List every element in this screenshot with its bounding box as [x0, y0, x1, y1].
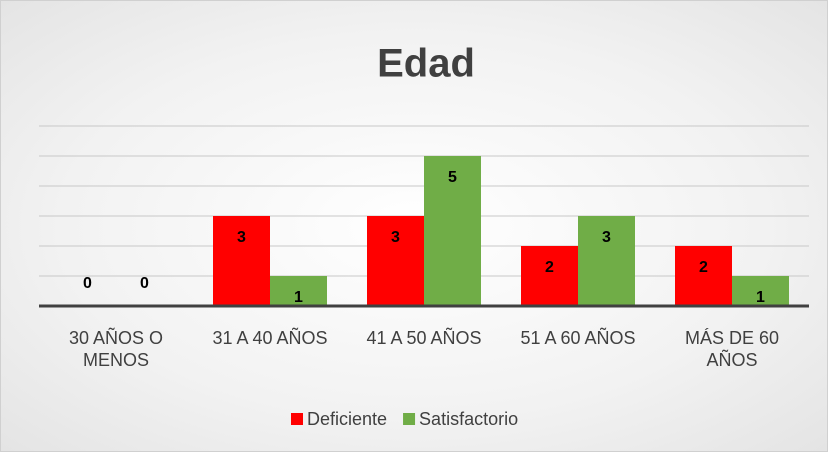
bar [424, 156, 481, 306]
legend-swatch [291, 413, 303, 425]
x-tick-label: MÁS DE 60 AÑOS [684, 328, 780, 370]
data-label: 2 [699, 259, 708, 276]
x-tick-label: 31 A 40 AÑOS [212, 328, 328, 348]
bar [732, 276, 789, 306]
data-label: 3 [391, 229, 400, 246]
x-tick-label: 30 AÑOS O MENOS [68, 328, 164, 370]
data-label: 1 [294, 289, 303, 306]
chart-title: Edad [377, 42, 475, 86]
data-label: 2 [545, 259, 554, 276]
bar [213, 216, 270, 306]
bar [521, 246, 578, 306]
data-label: 0 [83, 275, 92, 292]
data-label: 1 [756, 289, 765, 306]
bar [675, 246, 732, 306]
x-tick-label: 51 A 60 AÑOS [520, 328, 636, 348]
legend-swatch [403, 413, 416, 425]
x-tick-label: 41 A 50 AÑOS [366, 328, 482, 348]
data-label: 5 [448, 169, 457, 186]
legend-label: Deficiente [307, 409, 387, 429]
data-label: 3 [237, 229, 246, 246]
data-label: 0 [140, 275, 149, 292]
legend-label: Satisfactorio [419, 409, 518, 429]
bar [578, 216, 635, 306]
bar [270, 276, 327, 306]
data-label: 3 [602, 229, 611, 246]
bar [367, 216, 424, 306]
